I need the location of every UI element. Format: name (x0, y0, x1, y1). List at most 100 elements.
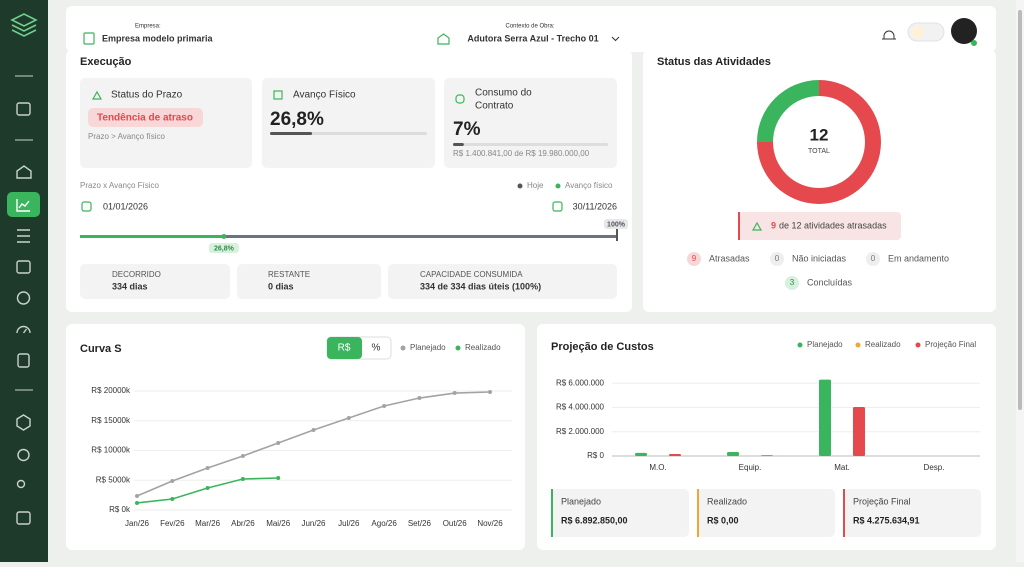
y-tick-label: R$ 0 (587, 451, 604, 460)
calendar-icon (81, 201, 92, 212)
badge (88, 108, 203, 127)
nav-icon[interactable] (16, 325, 31, 334)
bell-icon[interactable] (882, 30, 896, 40)
point (170, 496, 175, 501)
warn-icon (91, 90, 103, 100)
panel-title: Execução (80, 56, 132, 68)
toggle-active[interactable] (327, 337, 362, 359)
count-label: Não iniciadas (792, 253, 847, 263)
chart-title: Curva S (80, 343, 122, 355)
alert-count: 9 (771, 220, 776, 230)
legend-label: Projeção Final (925, 340, 976, 349)
card-icon (273, 90, 283, 100)
toggle-option[interactable]: R$ (338, 343, 351, 354)
nav-icon[interactable] (16, 102, 31, 116)
point (346, 416, 351, 421)
project-name[interactable]: Adutora Serra Azul - Trecho 01 (467, 33, 598, 43)
bar (819, 379, 831, 456)
y-tick-label: R$ 10000k (91, 446, 131, 455)
stat-value: 334 de 334 dias úteis (100%) (420, 281, 541, 291)
x-tick-label: Fev/26 (160, 519, 185, 528)
total-label: Realizado (707, 496, 747, 506)
warn-icon (751, 221, 763, 231)
nav-icon[interactable] (17, 353, 30, 368)
legend-dot (797, 342, 803, 348)
total-card-edge (843, 489, 845, 537)
logo[interactable] (10, 13, 38, 37)
status-dot (971, 40, 977, 46)
bar (727, 452, 739, 456)
donut-total: 12 (810, 125, 829, 144)
nav-icon[interactable] (17, 229, 30, 243)
nav-icon[interactable] (16, 511, 31, 525)
y-tick-label: R$ 6.000.000 (556, 378, 605, 387)
calendar-icon (552, 201, 563, 212)
progress-fill (270, 132, 313, 135)
company-name[interactable]: Empresa modelo primaria (102, 33, 214, 43)
x-tick-label: Desp. (924, 463, 945, 472)
point (135, 500, 139, 505)
sidebar-icons (7, 13, 40, 525)
dropdown-icon[interactable] (611, 36, 620, 42)
avatar[interactable] (951, 18, 977, 44)
scroll-thumb[interactable] (1018, 10, 1022, 410)
home-icon (437, 33, 450, 45)
bar (635, 452, 647, 456)
stat-box (388, 264, 617, 299)
legend-dot (555, 183, 561, 189)
alert-text: de 12 atividades atrasadas (779, 220, 887, 230)
nav-icon[interactable] (16, 414, 31, 431)
stat-value: 334 dias (112, 281, 148, 291)
timeline-track (80, 235, 617, 238)
x-tick-label: Abr/26 (231, 519, 255, 528)
count: 0 (871, 254, 876, 263)
legend-dot (455, 345, 461, 351)
donut-slice (757, 80, 819, 142)
nav-icon[interactable] (16, 165, 32, 179)
x-tick-label: Mar/26 (195, 519, 220, 528)
x-tick-label: Set/26 (408, 519, 432, 528)
stat-box (237, 264, 381, 299)
stat-label: CAPACIDADE CONSUMIDA (420, 270, 523, 279)
nav-icon[interactable] (16, 291, 31, 305)
count-badge (770, 252, 784, 266)
status-panel (643, 50, 996, 312)
header (66, 6, 996, 52)
x-tick-label: Jan/26 (125, 519, 150, 528)
legend-dot (517, 183, 523, 189)
x-tick-label: Ago/26 (371, 519, 397, 528)
x-tick-label: Mai/26 (266, 519, 291, 528)
stat-label: RESTANTE (268, 270, 310, 279)
total-card-edge (697, 489, 699, 537)
progress-marker (221, 234, 227, 239)
count: 9 (692, 254, 697, 263)
timeline-title: Prazo x Avanço Físico (80, 181, 160, 190)
count-badge (866, 252, 880, 266)
total-value: R$ 4.275.634,91 (853, 515, 920, 525)
chart-title: Projeção de Custos (551, 341, 654, 353)
point (311, 427, 316, 432)
card-title: Status do Prazo (111, 90, 183, 101)
y-tick-label: R$ 20000k (91, 386, 131, 395)
point (135, 494, 139, 499)
legend-label: Planejado (807, 340, 843, 349)
stat-box (80, 264, 230, 299)
point (276, 475, 281, 480)
alert-edge (738, 212, 740, 240)
count-label: Em andamento (888, 253, 949, 263)
nav-icon[interactable] (17, 448, 30, 462)
point (240, 477, 245, 482)
legend-label: Realizado (865, 340, 901, 349)
nav-icon[interactable] (16, 479, 26, 489)
theme-light[interactable] (912, 26, 924, 38)
sidebar (0, 0, 48, 562)
nav-icon[interactable] (16, 260, 31, 274)
company-icon (83, 32, 95, 45)
legend-label: Planejado (410, 343, 446, 352)
y-tick-label: R$ 0k (109, 505, 131, 514)
card-title: Avanço Físico (293, 90, 356, 101)
legend-dot (915, 342, 921, 348)
x-tick-label: Out/26 (443, 519, 468, 528)
nav-icon[interactable] (16, 199, 30, 212)
toggle-option[interactable]: % (372, 343, 381, 354)
